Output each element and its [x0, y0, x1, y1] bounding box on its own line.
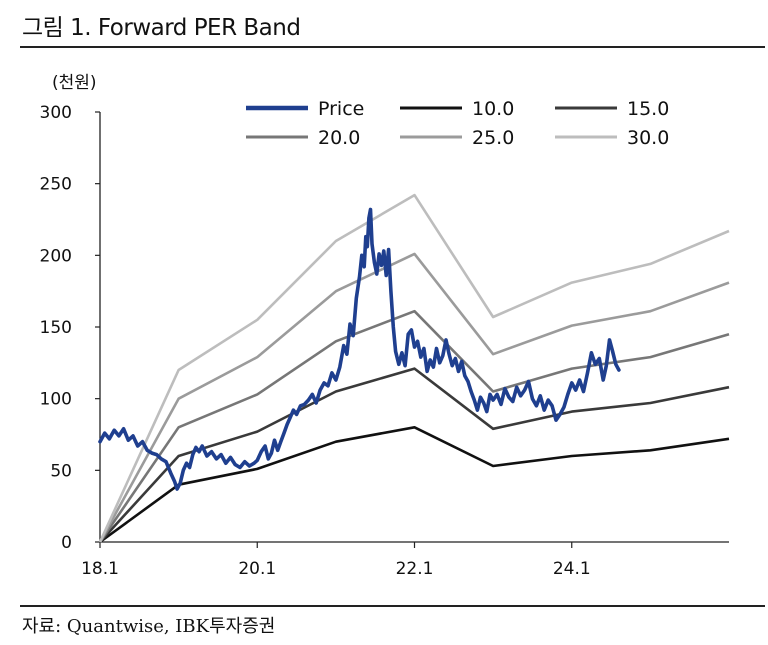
series-line-per-10-0 [99, 425, 730, 544]
y-tick-label: 100 [40, 390, 72, 410]
y-axis-unit-label: (천원) [52, 73, 97, 93]
series-line-price [98, 207, 621, 491]
chart-legend: Price 10.0 15.0 20.0 25.0 30.0 [246, 98, 669, 149]
top-rule [20, 46, 765, 48]
y-tick-label: 200 [40, 246, 72, 266]
x-tick-label: 18.1 [81, 559, 119, 579]
legend-label-15-0: 15.0 [627, 98, 669, 120]
figure-title: 그림 1. Forward PER Band [22, 15, 301, 41]
x-tick-label: 20.1 [238, 559, 276, 579]
series-line-per-30-0 [98, 193, 730, 543]
chart-axes: 0 50 100 150 200 250 300 18.1 20.1 22.1 24.1 [40, 103, 729, 579]
legend-label-30-0: 30.0 [627, 127, 669, 149]
bottom-rule [20, 605, 765, 607]
y-tick-label: 50 [50, 461, 72, 481]
legend-label-25-0: 25.0 [472, 127, 514, 149]
chart-series [98, 193, 730, 544]
y-tick-label: 250 [40, 175, 72, 195]
series-line-per-25-0 [98, 252, 730, 543]
x-tick-label: 24.1 [553, 559, 591, 579]
y-tick-label: 150 [40, 318, 72, 338]
legend-label-Price: Price [318, 98, 364, 120]
legend-label-10-0: 10.0 [472, 98, 514, 120]
y-tick-label: 300 [40, 103, 72, 123]
y-tick-label: 0 [61, 533, 72, 553]
legend-label-20-0: 20.0 [318, 127, 360, 149]
source-note: 자료: Quantwise, IBK투자증권 [22, 616, 276, 637]
series-line-per-20-0 [98, 309, 730, 543]
per-band-chart: 0 50 100 150 200 250 300 18.1 20.1 22.1 24.1 Price… [40, 98, 730, 579]
x-tick-label: 22.1 [396, 559, 434, 579]
